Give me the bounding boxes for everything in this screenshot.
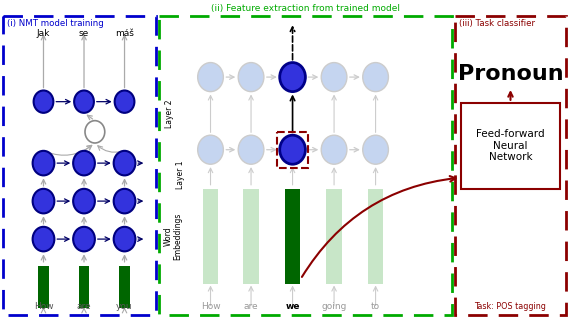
Bar [78,266,89,308]
Bar [38,266,49,308]
Circle shape [73,151,95,175]
Bar [3,16,156,315]
Text: How: How [33,302,54,311]
Text: you: you [116,302,133,311]
Circle shape [33,189,54,214]
Text: se: se [79,29,89,38]
Bar [159,16,452,315]
Text: (i) NMT model training: (i) NMT model training [7,19,104,28]
Text: Layer 2: Layer 2 [165,99,173,128]
Circle shape [363,135,388,164]
Text: Word
Embeddings: Word Embeddings [163,213,183,260]
Text: How: How [200,302,221,311]
Text: Jak: Jak [37,29,50,38]
Bar [326,189,342,284]
Text: are: are [244,302,259,311]
Circle shape [113,151,135,175]
Bar [461,103,560,189]
Bar [454,16,566,315]
Text: máš: máš [115,29,134,38]
Circle shape [33,151,54,175]
Circle shape [238,63,264,92]
Circle shape [33,227,54,251]
Circle shape [74,90,94,113]
Circle shape [280,63,305,92]
Circle shape [113,227,135,251]
Circle shape [198,135,223,164]
Text: Task: POS tagging: Task: POS tagging [475,302,547,311]
Circle shape [280,135,305,164]
Circle shape [321,135,347,164]
Circle shape [73,227,95,251]
Bar [119,266,130,308]
Text: going: going [321,302,347,311]
Circle shape [115,90,134,113]
Text: (iii) Task classifier: (iii) Task classifier [458,19,535,28]
Text: to: to [371,302,380,311]
Text: (ii) Feature extraction from trained model: (ii) Feature extraction from trained mod… [211,5,400,13]
Text: Pronoun: Pronoun [458,64,563,84]
Bar [367,189,384,284]
Text: are: are [77,302,92,311]
Circle shape [113,189,135,214]
Bar [276,132,308,168]
Bar [203,189,218,284]
Circle shape [73,189,95,214]
Circle shape [198,63,223,92]
Circle shape [363,63,388,92]
Circle shape [321,63,347,92]
Bar [285,189,301,284]
Circle shape [85,121,105,143]
Text: we: we [285,302,300,311]
Text: Layer 1: Layer 1 [176,161,185,189]
Circle shape [238,135,264,164]
Circle shape [33,90,54,113]
Bar [243,189,259,284]
Text: Feed-forward
Neural
Network: Feed-forward Neural Network [476,129,545,162]
